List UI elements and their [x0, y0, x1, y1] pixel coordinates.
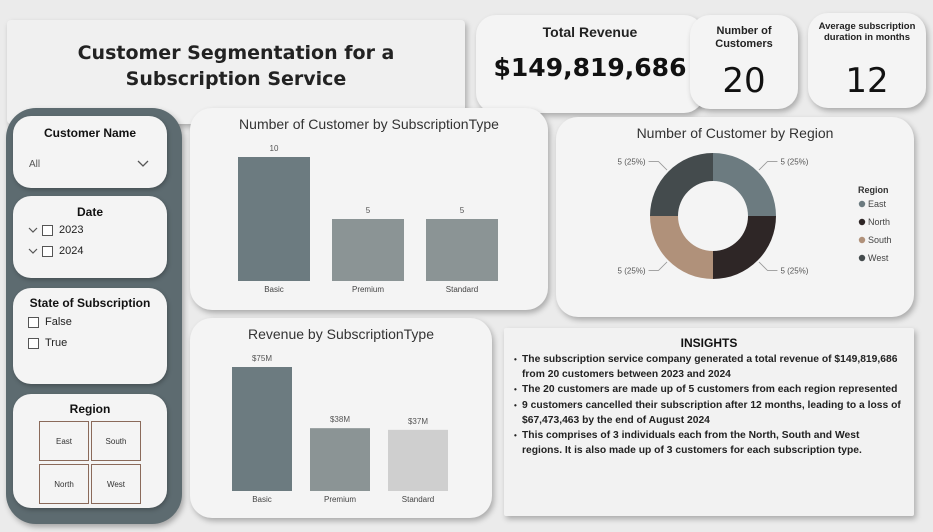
kpi-revenue-label: Total Revenue	[542, 24, 638, 40]
bar-basic[interactable]	[238, 157, 310, 281]
chart-customers-by-region-title: Number of Customer by Region	[636, 125, 834, 141]
category-label: Standard	[446, 285, 478, 294]
kpi-revenue-value: $149,819,686	[493, 53, 687, 82]
chevron-down-icon[interactable]	[28, 225, 38, 235]
chart-revenue-by-type-title: Revenue by SubscriptionType	[248, 326, 434, 342]
data-label: 5	[460, 206, 465, 215]
region-tile-north[interactable]: North	[39, 464, 89, 504]
category-label: Basic	[252, 495, 272, 504]
kpi-duration-value: 12	[845, 61, 889, 101]
kpi-number-of-customers: Number of Customers 20	[690, 15, 798, 109]
state-false-label: False	[45, 316, 72, 328]
kpi-duration-label: Average subscription duration in months	[818, 21, 916, 43]
slicer-region-title: Region	[69, 402, 111, 416]
legend-entry[interactable]: South	[868, 235, 892, 245]
data-label: $37M	[408, 417, 428, 426]
date-2024-checkbox[interactable]	[42, 245, 53, 257]
slicer-region: Region East South North West	[13, 394, 167, 508]
slice-east[interactable]	[713, 153, 776, 216]
date-2023-label: 2023	[59, 224, 84, 236]
date-2023-checkbox[interactable]	[42, 224, 53, 236]
insight-item: The 20 customers are made up of 5 custom…	[514, 382, 902, 397]
leader-line	[758, 161, 778, 171]
title-card: Customer Segmentation for a Subscription…	[7, 20, 465, 124]
date-2024-label: 2024	[59, 245, 84, 257]
chart-customers-by-region: Number of Customer by Region 5 (25%) 5 (2…	[556, 117, 914, 317]
kpi-customers-label: Number of Customers	[715, 25, 773, 50]
insights-card: INSIGHTS The subscription service compan…	[504, 328, 914, 516]
data-label: 10	[270, 144, 279, 153]
data-label: 5	[366, 206, 371, 215]
revenue-by-type-plot: $75M Basic $38M Premium $37M Standard	[232, 354, 448, 504]
bar-standard[interactable]	[388, 429, 448, 491]
data-label: $75M	[252, 354, 272, 363]
region-tile-south[interactable]: South	[91, 421, 141, 461]
category-label: Premium	[352, 285, 384, 294]
insights-heading: INSIGHTS	[680, 336, 738, 350]
data-label: $38M	[330, 415, 350, 424]
chart-revenue-by-type: Revenue by SubscriptionType $75M Basic $38…	[190, 318, 492, 518]
category-label: Premium	[324, 495, 356, 504]
region-tile-east[interactable]: East	[39, 421, 89, 461]
slicer-customer-name: Customer Name All	[13, 116, 167, 188]
customer-name-selected: All	[29, 158, 41, 170]
leader-line	[648, 161, 668, 171]
slicer-state-title: State of Subscription	[29, 296, 151, 310]
region-tile-west[interactable]: West	[91, 464, 141, 504]
bar-standard[interactable]	[426, 219, 498, 281]
data-label: 5 (25%)	[780, 158, 808, 167]
kpi-average-duration: Average subscription duration in months …	[808, 13, 926, 108]
state-option-false[interactable]: False	[28, 316, 72, 328]
customer-name-dropdown[interactable]: All	[29, 154, 149, 174]
data-label: 5 (25%)	[780, 266, 808, 275]
customers-by-region-plot: 5 (25%) 5 (25%) 5 (25%) 5 (25%) Region East No…	[618, 153, 892, 279]
state-option-true[interactable]: True	[28, 337, 67, 349]
legend-entry[interactable]: North	[868, 217, 890, 227]
insight-item: The subscription service company generat…	[514, 352, 902, 382]
data-label: 5 (25%)	[618, 266, 646, 275]
kpi-customers-value: 20	[722, 61, 766, 101]
insight-item: 9 customers cancelled their subscription…	[514, 398, 902, 428]
date-option-2023[interactable]: 2023	[28, 224, 83, 236]
state-true-label: True	[45, 337, 68, 349]
data-label: 5 (25%)	[618, 158, 646, 167]
page-title: Customer Segmentation for a Subscription…	[77, 42, 395, 90]
slice-south[interactable]	[650, 216, 713, 279]
kpi-total-revenue: Total Revenue $149,819,686	[476, 15, 704, 113]
bar-basic[interactable]	[232, 367, 292, 491]
state-false-checkbox[interactable]	[28, 316, 39, 328]
chart-customers-by-type-title: Number of Customer by SubscriptionType	[239, 116, 499, 132]
slicer-panel: Customer Name All Date 2023 2024 State o…	[6, 108, 182, 524]
category-label: Standard	[402, 495, 434, 504]
customers-by-type-plot: 10 Basic 5 Premium 5 Standard	[238, 144, 498, 294]
chart-customers-by-type: Number of Customer by SubscriptionType 1…	[190, 108, 548, 310]
legend-entry[interactable]: East	[868, 199, 887, 209]
slicer-state-of-subscription: State of Subscription False True	[13, 288, 167, 384]
bar-premium[interactable]	[310, 428, 370, 491]
legend-swatch	[858, 236, 866, 244]
insights-list: The subscription service company generat…	[514, 352, 902, 458]
slicer-date-title: Date	[76, 205, 103, 219]
leader-line	[648, 261, 668, 271]
slicer-date: Date 2023 2024	[13, 196, 167, 278]
state-true-checkbox[interactable]	[28, 337, 39, 349]
bar-premium[interactable]	[332, 219, 404, 281]
chevron-down-icon	[137, 160, 149, 167]
insight-item: This comprises of 3 individuals each fro…	[514, 428, 902, 458]
legend-title: Region	[858, 185, 889, 195]
chevron-down-icon[interactable]	[28, 246, 38, 256]
legend-swatch	[858, 200, 866, 208]
legend-swatch	[858, 218, 866, 226]
category-label: Basic	[264, 285, 284, 294]
slicer-customer-name-title: Customer Name	[43, 126, 137, 140]
slice-west[interactable]	[650, 153, 713, 216]
slice-north[interactable]	[713, 216, 776, 279]
legend-swatch	[858, 254, 866, 262]
date-option-2024[interactable]: 2024	[28, 245, 83, 257]
legend-entry[interactable]: West	[868, 253, 889, 263]
leader-line	[758, 261, 778, 271]
